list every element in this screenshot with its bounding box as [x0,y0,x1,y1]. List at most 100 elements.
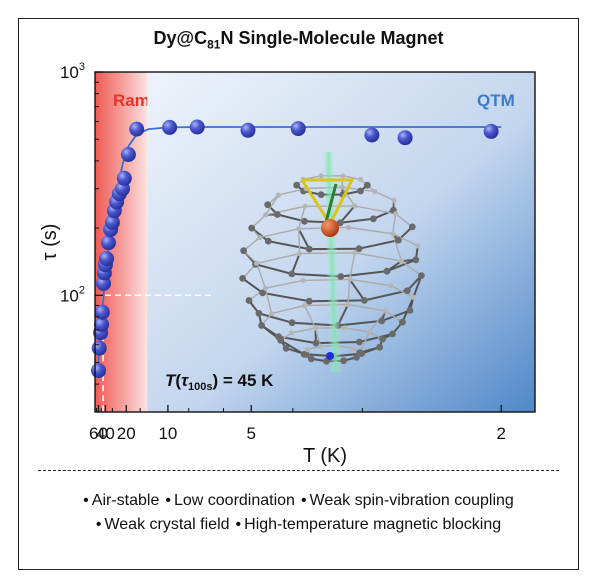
cage-bond [364,289,408,302]
cage-bond [271,304,305,315]
carbon-atom [337,273,345,280]
carbon-atom [345,224,351,230]
cage-bond [354,252,402,262]
cage-bond [341,186,356,207]
carbon-atom [340,173,346,179]
cage-bond [390,285,414,298]
cage-bond [349,278,392,287]
carbon-atom [274,211,281,218]
carbon-atom [259,289,266,297]
data-point [104,214,120,230]
carbon-atom [296,226,302,232]
cage-bond [349,252,356,280]
carbon-atom [305,245,313,253]
carbon-atom [376,343,384,351]
carbon-atom [408,223,416,231]
carbon-atom [240,247,248,255]
carbon-atom [302,203,308,209]
cage-bond [290,253,301,275]
bullet-icon: • [83,492,89,509]
carbon-atom [406,307,414,314]
cage-bond [348,226,393,235]
carbon-atom [415,243,421,249]
cage-bond [392,213,397,234]
carbon-atom [399,318,406,326]
cage-bond [339,205,356,224]
feature-item: Air-stable [91,492,160,509]
x-tick-label: 10 [158,424,177,443]
nitrogen-atom [326,352,334,360]
threshold-annotation: T(τ100s) = 45 K [165,371,274,393]
data-point [91,340,107,356]
carbon-atom [307,355,315,363]
carbon-atom [257,234,263,241]
carbon-atom [300,351,308,358]
cage-bond [291,327,316,334]
section-divider [38,470,559,471]
carbon-atom [262,285,268,291]
data-point [94,317,110,332]
cage-bond [242,277,264,294]
carbon-atom [412,256,420,264]
carbon-atom [255,310,263,317]
coordination-bonds [300,178,355,228]
y-axis-label: τ (s) [39,224,61,261]
carbon-atom [357,187,364,195]
cage-bond [256,263,267,289]
carbon-atom [336,219,344,227]
carbon-atom [264,201,272,209]
data-point [94,304,110,320]
carbon-atom [302,303,308,309]
y-tick-label: 103 [60,61,85,82]
cage-bond [348,278,366,301]
carbon-atom [352,203,358,209]
cage-bond [298,228,301,254]
feature-line-2: • Weak crystal field • High-temperature mag… [0,516,597,534]
data-point [129,121,145,137]
carbon-atom [356,349,364,356]
cage-bond [358,239,399,250]
cage-bond [268,240,310,251]
axis-arrow [324,183,338,223]
cage-bond [262,291,310,303]
carbon-atom [357,176,364,182]
x-tick-label: 2 [496,424,505,443]
carbon-atom [301,217,308,225]
carbon-atom [370,215,377,223]
carbon-atom [391,197,397,203]
carbon-atom [353,354,360,361]
cage-bond [258,312,293,324]
carbon-atom [312,339,320,347]
carbon-atom [297,251,303,257]
data-point [91,363,106,379]
cage-bond [392,233,419,247]
carbon-atom [394,236,402,244]
x-tick-label: 5 [247,424,256,443]
cage-bond [344,327,370,333]
carbon-atom [398,258,404,264]
carbon-atom [389,330,396,338]
feature-item: High-temperature magnetic blocking [244,516,502,533]
cage-bond [298,206,306,229]
carbon-atom [317,343,323,349]
carbon-atom [352,250,358,256]
cage-bond [256,252,300,265]
cage-bond [337,319,382,327]
cage-bond [302,278,350,282]
carbon-atom [390,231,396,237]
carbon-atom [339,184,345,190]
bullet-icon: • [95,516,102,533]
cage-bond [347,303,386,312]
cage-bond [265,279,304,289]
cage-bond [368,310,386,333]
feature-item: Low coordination [173,492,295,509]
data-point [162,119,178,135]
carbon-atom [355,245,363,253]
carbon-atom [318,173,324,179]
cage-bond [374,190,395,201]
data-point [364,127,380,143]
carbon-atom [264,237,272,245]
carbon-atom [361,297,368,304]
magnetic-axis-beam [322,151,342,373]
cage-bond [340,270,388,278]
